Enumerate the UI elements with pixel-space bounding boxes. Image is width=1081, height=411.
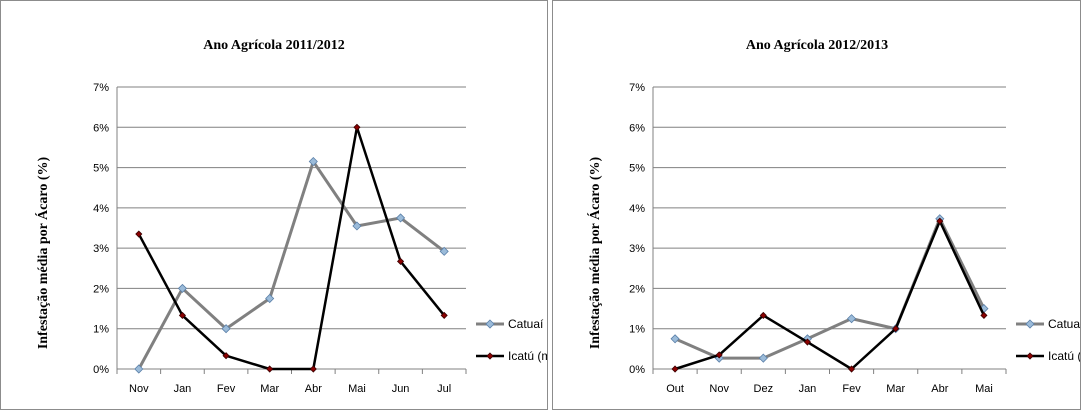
x-tick-label: Nov	[129, 383, 149, 395]
data-point-catuai	[308, 156, 318, 167]
y-tick-label: 6%	[93, 122, 109, 134]
data-point-catuai	[134, 364, 144, 374]
x-tick-label: Mar	[260, 383, 279, 395]
data-point-icatu	[671, 365, 679, 373]
data-point-icatu	[847, 365, 856, 373]
gridlines	[653, 86, 1006, 330]
data-point-icatu	[309, 365, 317, 373]
x-tick-label: Mai	[975, 383, 993, 395]
chart-panel-2011-2012: Ano Agrícola 2011/2012 Infestação média …	[0, 0, 548, 410]
y-tick-label: 2%	[93, 283, 109, 295]
y-tick-labels: 0% 1% 2% 3% 4% 5% 6% 7%	[629, 82, 645, 376]
data-point-catuai	[177, 283, 188, 293]
chart-2012-2013: Ano Agrícola 2012/2013 Infestação média …	[586, 38, 1080, 395]
data-point-catuai	[670, 334, 680, 344]
data-point-catuai	[846, 314, 857, 324]
chart-title: Ano Agrícola 2012/2013	[746, 38, 888, 53]
axes	[652, 87, 1007, 374]
data-point-icatu	[936, 217, 944, 225]
data-point-icatu	[892, 325, 900, 333]
data-point-icatu	[178, 311, 187, 319]
x-tick-label: Out	[666, 383, 684, 395]
data-point-icatu	[759, 311, 767, 319]
y-tick-label: 2%	[629, 283, 645, 295]
x-tick-labels: Out Nov Dez Jan Fev Mar Abr Mai	[666, 383, 993, 395]
x-tick-label: Dez	[754, 383, 774, 395]
data-point-icatu	[353, 123, 361, 131]
legend-label: Catuaí (média)	[1048, 317, 1080, 331]
gridlines	[117, 86, 466, 330]
x-tick-label: Abr	[305, 383, 322, 395]
legend-marker	[1026, 352, 1034, 360]
y-tick-label: 1%	[93, 324, 109, 336]
legend-label: Icatú (média)	[1048, 349, 1080, 363]
y-tick-labels: 0% 1% 2% 3% 4% 5% 6% 7%	[93, 82, 109, 376]
data-point-icatu	[980, 311, 988, 319]
series-lines	[670, 214, 989, 373]
x-tick-label: Jul	[437, 383, 451, 395]
y-tick-label: 7%	[93, 82, 109, 94]
chart-2011-2012: Ano Agrícola 2011/2012 Infestação média …	[34, 38, 547, 395]
y-tick-label: 7%	[629, 82, 645, 94]
legend: Catuaí (média) Icatú (média)	[476, 317, 547, 363]
chart-panel-2012-2013: Ano Agrícola 2012/2013 Infestação média …	[552, 0, 1081, 410]
series-line-icatu	[137, 126, 446, 371]
data-point-catuai	[439, 246, 449, 256]
data-point-icatu	[222, 352, 230, 360]
x-tick-label: Jun	[392, 383, 410, 395]
x-tick-label: Mar	[886, 383, 905, 395]
y-tick-label: 4%	[629, 203, 645, 215]
data-point-catuai	[352, 221, 362, 231]
x-tick-label: Mai	[348, 383, 366, 395]
data-point-catuai	[265, 293, 275, 304]
x-tick-label: Fev	[217, 383, 236, 395]
y-tick-label: 5%	[93, 163, 109, 175]
y-tick-label: 1%	[629, 324, 645, 336]
y-tick-label: 6%	[629, 122, 645, 134]
data-point-catuai	[395, 213, 406, 223]
series-lines	[134, 123, 449, 374]
data-point-icatu	[396, 257, 405, 266]
y-axis-label: Infestação média por Ácaro (%)	[34, 156, 51, 349]
data-point-icatu	[803, 338, 812, 346]
y-axis-label: Infestação média por Ácaro (%)	[586, 156, 603, 349]
legend-marker	[486, 352, 494, 360]
chart-title: Ano Agrícola 2011/2012	[203, 38, 345, 53]
data-point-icatu	[715, 351, 723, 359]
x-tick-label: Jan	[174, 383, 192, 395]
legend-label: Catuaí (média)	[508, 317, 547, 331]
data-point-icatu	[440, 311, 448, 319]
series-line-catuai	[137, 160, 446, 370]
x-tick-label: Jan	[799, 383, 817, 395]
data-point-catuai	[221, 324, 231, 334]
x-tick-label: Abr	[931, 383, 948, 395]
y-tick-label: 0%	[93, 364, 109, 376]
y-tick-label: 3%	[93, 243, 109, 255]
data-point-icatu	[135, 230, 143, 238]
data-point-catuai	[758, 353, 768, 363]
legend-label: Icatú (média)	[508, 349, 547, 363]
y-tick-label: 0%	[629, 364, 645, 376]
x-tick-label: Nov	[709, 383, 729, 395]
y-tick-label: 4%	[93, 203, 109, 215]
series-line-icatu	[674, 219, 986, 371]
x-tick-label: Fev	[842, 383, 861, 395]
legend-marker	[485, 319, 495, 329]
legend-marker	[1025, 319, 1035, 329]
legend: Catuaí (média) Icatú (média)	[1016, 317, 1080, 363]
x-tick-labels: Nov Jan Fev Mar Abr Mai Jun Jul	[129, 383, 451, 395]
data-point-icatu	[266, 365, 274, 373]
y-tick-label: 3%	[629, 243, 645, 255]
y-tick-label: 5%	[629, 163, 645, 175]
